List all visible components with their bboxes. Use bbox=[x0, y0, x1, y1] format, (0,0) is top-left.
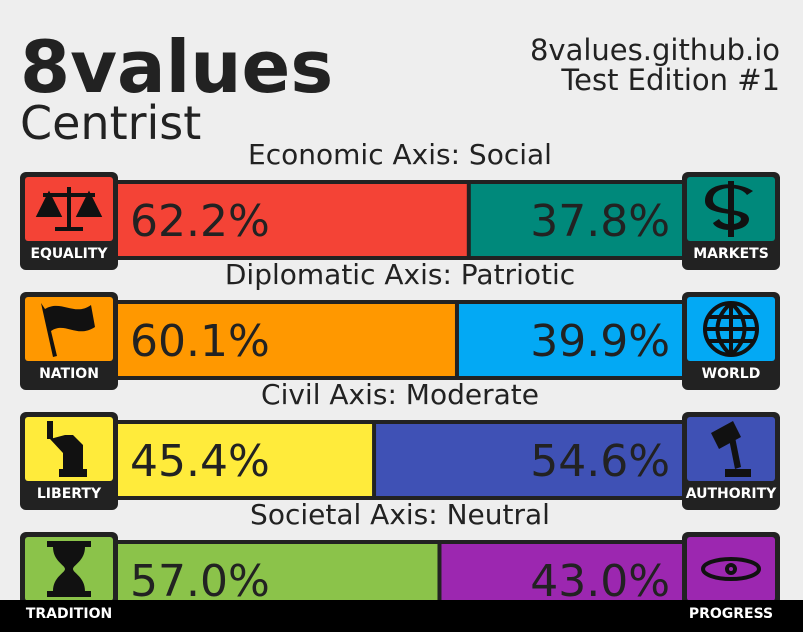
left-bar bbox=[118, 184, 467, 256]
left-label: TRADITION bbox=[26, 606, 112, 622]
right-bar bbox=[458, 304, 682, 376]
right-label: WORLD bbox=[702, 366, 761, 382]
right-icon bbox=[700, 557, 762, 581]
left-icon bbox=[47, 421, 87, 477]
right-icon bbox=[702, 301, 760, 357]
right-value: 43.0% bbox=[530, 556, 670, 607]
left-bar bbox=[118, 424, 373, 496]
left-icon bbox=[41, 303, 95, 357]
left-value: 57.0% bbox=[130, 556, 270, 607]
left-label: LIBERTY bbox=[37, 486, 102, 502]
left-value: 62.2% bbox=[130, 196, 270, 247]
right-label: PROGRESS bbox=[689, 606, 773, 622]
right-bar bbox=[376, 424, 682, 496]
right-icon-bg bbox=[687, 537, 775, 601]
bottom-band bbox=[0, 600, 803, 632]
axis-title: Societal Axis: Neutral bbox=[250, 498, 550, 531]
right-label: AUTHORITY bbox=[686, 486, 777, 502]
left-label: EQUALITY bbox=[30, 246, 108, 262]
right-label: MARKETS bbox=[693, 246, 769, 262]
left-label: NATION bbox=[39, 366, 99, 382]
left-bar bbox=[118, 304, 455, 376]
site: 8values.github.io bbox=[530, 33, 780, 67]
title: 8values bbox=[20, 25, 333, 109]
edition: Test Edition #1 bbox=[560, 63, 780, 97]
axis-title: Economic Axis: Social bbox=[248, 138, 552, 171]
left-value: 45.4% bbox=[130, 436, 270, 487]
axis-title: Diplomatic Axis: Patriotic bbox=[225, 258, 575, 291]
left-icon bbox=[47, 541, 91, 597]
axis-title: Civil Axis: Moderate bbox=[261, 378, 539, 411]
ideology: Centrist bbox=[20, 96, 201, 150]
left-value: 60.1% bbox=[130, 316, 270, 367]
right-icon bbox=[711, 421, 751, 477]
right-value: 39.9% bbox=[530, 316, 670, 367]
right-value: 37.8% bbox=[530, 196, 670, 247]
right-value: 54.6% bbox=[530, 436, 670, 487]
left-icon bbox=[35, 187, 103, 231]
right-bar bbox=[470, 184, 682, 256]
right-icon bbox=[705, 181, 753, 237]
